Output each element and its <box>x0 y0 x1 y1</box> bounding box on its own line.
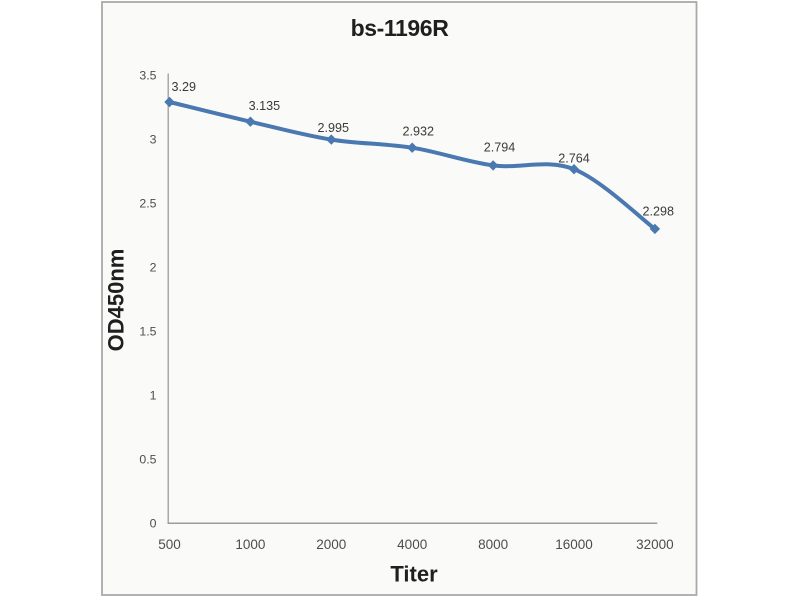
svg-text:2000: 2000 <box>316 537 346 552</box>
svg-text:3.5: 3.5 <box>139 68 156 82</box>
svg-text:2.995: 2.995 <box>318 121 350 135</box>
svg-text:1000: 1000 <box>235 537 265 552</box>
svg-text:3.29: 3.29 <box>172 80 197 94</box>
svg-text:2.298: 2.298 <box>643 204 675 218</box>
svg-text:2.764: 2.764 <box>558 151 590 165</box>
svg-text:2.5: 2.5 <box>139 196 156 210</box>
svg-text:OD450nm: OD450nm <box>104 249 129 352</box>
svg-text:Titer: Titer <box>390 561 438 586</box>
svg-text:2.932: 2.932 <box>403 124 435 138</box>
svg-text:bs-1196R: bs-1196R <box>351 15 450 41</box>
svg-text:16000: 16000 <box>555 537 593 552</box>
svg-text:3.135: 3.135 <box>249 99 281 113</box>
svg-text:4000: 4000 <box>397 537 427 552</box>
svg-text:3: 3 <box>150 132 157 146</box>
svg-text:32000: 32000 <box>636 537 674 552</box>
svg-text:0.5: 0.5 <box>139 452 156 466</box>
svg-text:2: 2 <box>150 260 157 274</box>
svg-text:2.794: 2.794 <box>484 140 516 154</box>
svg-text:0: 0 <box>150 516 157 530</box>
svg-text:8000: 8000 <box>478 537 508 552</box>
svg-text:1.5: 1.5 <box>139 324 156 338</box>
svg-text:1: 1 <box>150 388 157 402</box>
svg-text:500: 500 <box>158 537 181 552</box>
